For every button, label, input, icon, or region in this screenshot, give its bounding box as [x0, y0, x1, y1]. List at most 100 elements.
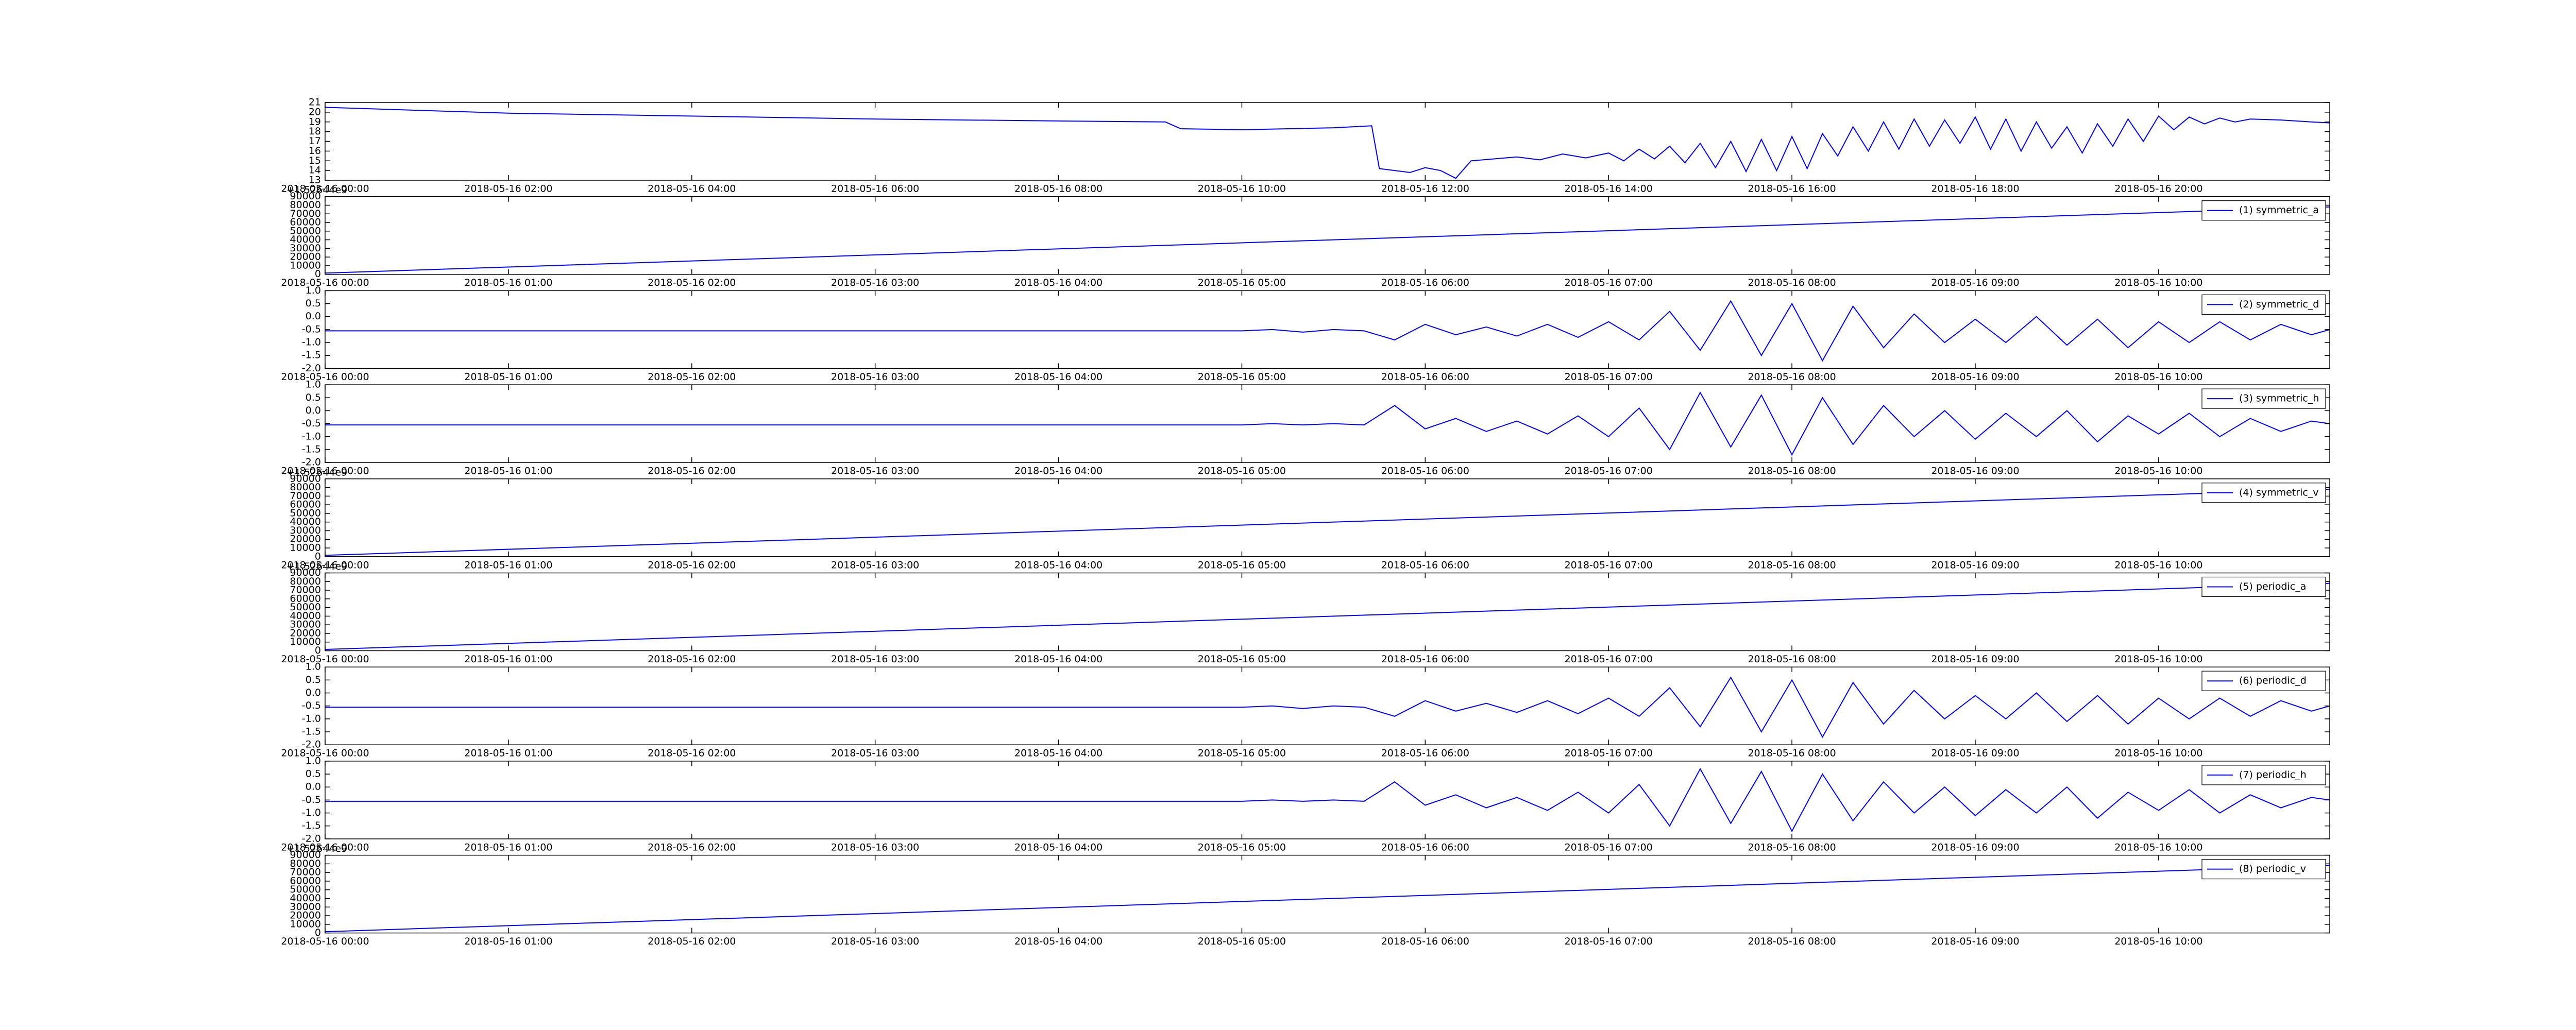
- x-tick-label: 2018-05-16 07:00: [1565, 559, 1653, 571]
- x-tick-label: 2018-05-16 00:00: [281, 748, 369, 759]
- y-tick-label: 13: [309, 175, 321, 186]
- y-tick-label: 20000: [290, 627, 321, 639]
- x-tick-label: 2018-05-16 05:00: [1198, 371, 1286, 383]
- x-tick-label: 2018-05-16 03:00: [831, 466, 919, 477]
- x-tick-label: 2018-05-16 05:00: [1198, 842, 1286, 853]
- x-tick-label: 2018-05-16 04:00: [1014, 748, 1103, 759]
- x-tick-label: 2018-05-16 01:00: [464, 654, 552, 665]
- y-tick-label: 40000: [290, 234, 321, 245]
- y-tick-label: -1.0: [302, 807, 321, 818]
- x-tick-label: 2018-05-16 08:00: [1748, 654, 1836, 665]
- x-tick-label: 2018-05-16 09:00: [1931, 466, 2019, 477]
- data-line: [325, 206, 2330, 274]
- x-tick-label: 2018-05-16 05:00: [1198, 654, 1286, 665]
- x-tick-label: 2018-05-16 08:00: [1748, 842, 1836, 853]
- x-tick-label: 2018-05-16 10:00: [1198, 183, 1286, 195]
- y-tick-label: 90000: [290, 473, 321, 484]
- x-tick-label: 2018-05-16 01:00: [464, 371, 552, 383]
- x-tick-label: 2018-05-16 00:00: [281, 559, 369, 571]
- x-tick-label: 2018-05-16 05:00: [1198, 559, 1286, 571]
- y-tick-label: 80000: [290, 576, 321, 587]
- x-tick-label: 2018-05-16 09:00: [1931, 277, 2019, 288]
- x-tick-label: 2018-05-16 09:00: [1931, 559, 2019, 571]
- y-tick-label: 0.0: [306, 687, 321, 698]
- legend-label: (4) symmetric_v: [2239, 487, 2319, 498]
- x-tick-label: 2018-05-16 08:00: [1748, 936, 1836, 947]
- axes-frame: [325, 572, 2330, 651]
- y-tick-label: -2.0: [302, 363, 321, 374]
- x-tick-label: 2018-05-16 20:00: [2114, 183, 2202, 195]
- x-tick-label: 2018-05-16 10:00: [2114, 466, 2202, 477]
- y-tick-label: 0.5: [306, 674, 321, 685]
- y-offset-label: +1.52644e9: [286, 184, 347, 196]
- y-tick-label: 30000: [290, 619, 321, 630]
- legend-label: (1) symmetric_a: [2239, 204, 2319, 216]
- x-tick-label: 2018-05-16 09:00: [1931, 842, 2019, 853]
- x-tick-label: 2018-05-16 12:00: [1381, 183, 1469, 195]
- x-tick-label: 2018-05-16 02:00: [464, 183, 552, 195]
- axes-frame: [325, 478, 2330, 557]
- y-tick-label: 20000: [290, 534, 321, 545]
- data-line: [325, 488, 2330, 556]
- axes-frame: [325, 102, 2330, 181]
- x-tick-label: 2018-05-16 02:00: [648, 559, 736, 571]
- y-tick-label: 80000: [290, 199, 321, 211]
- legend-label: (3) symmetric_h: [2239, 393, 2319, 404]
- x-tick-label: 2018-05-16 03:00: [831, 277, 919, 288]
- x-tick-label: 2018-05-16 00:00: [281, 277, 369, 288]
- y-tick-label: 60000: [290, 217, 321, 228]
- x-tick-label: 2018-05-16 02:00: [648, 371, 736, 383]
- y-tick-label: 40000: [290, 516, 321, 527]
- data-line: [325, 676, 2330, 739]
- x-tick-label: 2018-05-16 16:00: [1748, 183, 1836, 195]
- x-tick-label: 2018-05-16 10:00: [2114, 842, 2202, 853]
- y-tick-label: 0.5: [306, 392, 321, 403]
- y-tick-label: 10000: [290, 918, 321, 930]
- y-tick-label: 15: [309, 155, 321, 166]
- y-tick-label: 0: [315, 927, 321, 938]
- y-tick-label: 0.0: [306, 781, 321, 793]
- x-tick-label: 2018-05-16 03:00: [831, 842, 919, 853]
- x-tick-label: 2018-05-16 04:00: [1014, 936, 1103, 947]
- y-tick-label: 30000: [290, 243, 321, 254]
- x-tick-label: 2018-05-16 06:00: [1381, 936, 1469, 947]
- y-tick-label: 90000: [290, 567, 321, 578]
- x-tick-label: 2018-05-16 07:00: [1565, 654, 1653, 665]
- y-tick-label: 0: [315, 551, 321, 562]
- y-tick-label: 70000: [290, 490, 321, 502]
- x-tick-label: 2018-05-16 08:00: [1748, 748, 1836, 759]
- y-tick-label: 30000: [290, 525, 321, 536]
- y-tick-label: 21: [309, 97, 321, 108]
- y-tick-label: 1.0: [306, 285, 321, 296]
- y-tick-label: 1.0: [306, 755, 321, 766]
- x-tick-label: 2018-05-16 07:00: [1565, 466, 1653, 477]
- y-tick-label: 50000: [290, 884, 321, 895]
- x-tick-label: 2018-05-16 00:00: [281, 183, 369, 195]
- y-tick-label: 0.5: [306, 768, 321, 780]
- x-tick-label: 2018-05-16 02:00: [648, 277, 736, 288]
- data-line: [325, 391, 2330, 456]
- x-tick-label: 2018-05-16 03:00: [831, 654, 919, 665]
- y-tick-label: -1.5: [302, 726, 321, 737]
- x-tick-label: 2018-05-16 06:00: [1381, 371, 1469, 383]
- y-tick-label: -1.5: [302, 443, 321, 455]
- y-tick-label: 0.0: [306, 311, 321, 322]
- x-tick-label: 2018-05-16 01:00: [464, 936, 552, 947]
- y-tick-label: 20: [309, 106, 321, 117]
- legend-label: (5) periodic_a: [2239, 581, 2306, 592]
- x-tick-label: 2018-05-16 08:00: [1014, 183, 1103, 195]
- y-tick-label: 50000: [290, 225, 321, 236]
- x-tick-label: 2018-05-16 03:00: [831, 936, 919, 947]
- y-tick-label: 16: [309, 145, 321, 157]
- y-tick-label: 0.5: [306, 298, 321, 309]
- y-tick-label: -0.5: [302, 418, 321, 429]
- x-tick-label: 2018-05-16 06:00: [1381, 842, 1469, 853]
- y-tick-label: 1.0: [306, 661, 321, 673]
- x-tick-label: 2018-05-16 10:00: [2114, 748, 2202, 759]
- y-tick-label: 0.0: [306, 405, 321, 416]
- x-tick-label: 2018-05-16 04:00: [1014, 466, 1103, 477]
- x-tick-label: 2018-05-16 00:00: [281, 842, 369, 853]
- y-tick-label: -0.5: [302, 700, 321, 711]
- y-tick-label: -1.5: [302, 350, 321, 361]
- x-tick-label: 2018-05-16 03:00: [831, 371, 919, 383]
